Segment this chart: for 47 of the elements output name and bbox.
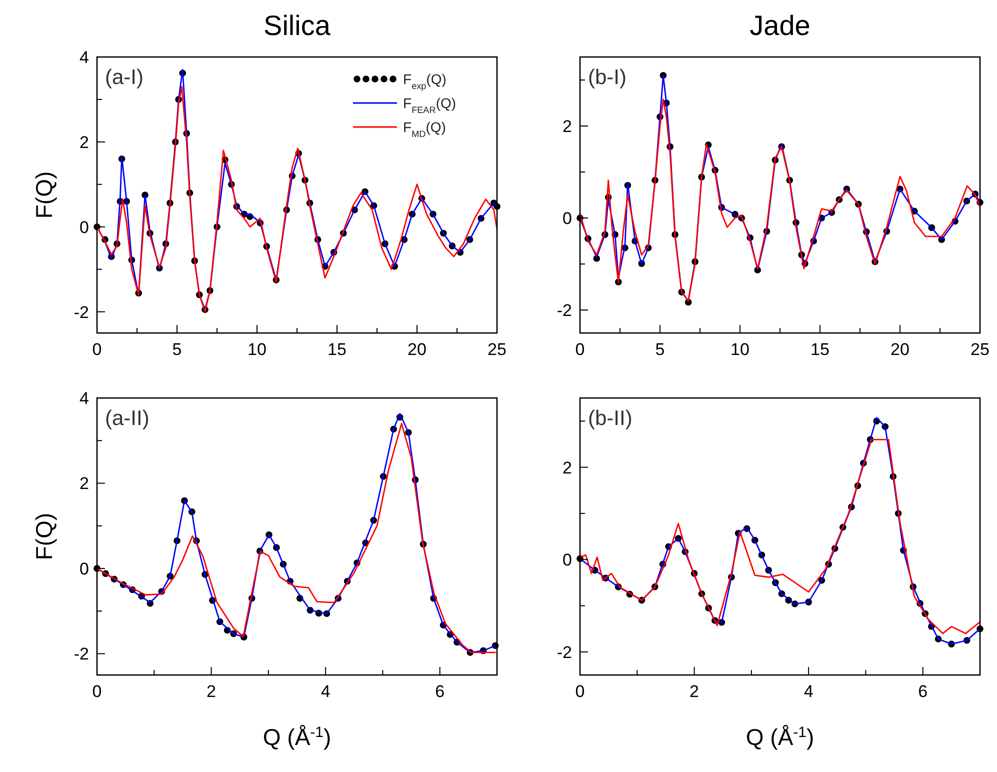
x-tick-label: 0 <box>92 340 102 359</box>
x-tick-label: 2 <box>206 682 216 701</box>
x-tick-label: 2 <box>690 682 700 701</box>
y-tick-label: 0 <box>80 559 89 578</box>
x-axis-title: Q (Å$^{-1}$) <box>746 724 814 750</box>
x-tick-label: 0 <box>575 340 585 359</box>
legend-label: F$_{FEAR}$(Q) <box>403 95 456 115</box>
x-tick-label: 5 <box>172 340 182 359</box>
annotation: (a-I) <box>105 66 144 89</box>
x-tick-label: 20 <box>408 340 426 359</box>
y-tick-label: -2 <box>556 301 572 320</box>
y-tick-label: 4 <box>80 48 89 67</box>
legend-label: F$_{exp}$(Q) <box>403 71 446 91</box>
y-tick-label: 2 <box>562 117 572 136</box>
x-axis-title: Q (Å$^{-1}$) <box>262 724 332 750</box>
annotation: (b-I) <box>588 66 626 89</box>
y-tick-label: 2 <box>80 474 89 494</box>
x-tick-label: 10 <box>248 340 266 359</box>
x-tick-label: 15 <box>328 340 346 359</box>
y-tick-label: -2 <box>556 642 572 662</box>
y-tick-label: 2 <box>80 132 89 152</box>
chart-title: Jade <box>750 10 810 41</box>
x-tick-label: 4 <box>804 682 814 701</box>
y-tick-label: -2 <box>74 644 89 664</box>
y-tick-label: 0 <box>562 550 572 570</box>
x-tick-label: 0 <box>92 682 102 701</box>
x-tick-label: 6 <box>435 682 445 701</box>
y-axis-title: F(Q) <box>31 171 57 219</box>
x-tick-label: 5 <box>655 340 665 359</box>
y-tick-label: 4 <box>80 389 89 408</box>
annotation: (b-II) <box>588 407 632 430</box>
x-tick-label: 25 <box>488 340 506 359</box>
y-axis-title: F(Q) <box>31 512 57 560</box>
x-tick-label: 6 <box>918 682 928 701</box>
x-tick-label: 20 <box>890 340 910 359</box>
x-tick-label: 10 <box>730 340 750 359</box>
y-tick-label: -2 <box>74 302 89 322</box>
chart-title: Silica <box>264 10 331 41</box>
annotation: (a-II) <box>105 407 150 430</box>
y-tick-label: 2 <box>562 458 572 478</box>
legend-label: F$_{MD}$(Q) <box>403 119 446 139</box>
x-tick-label: 15 <box>810 340 830 359</box>
x-tick-label: 4 <box>320 682 330 701</box>
y-tick-label: 0 <box>562 209 572 228</box>
x-tick-label: 25 <box>970 340 990 359</box>
x-tick-label: 0 <box>575 682 585 701</box>
y-tick-label: 0 <box>80 218 89 237</box>
